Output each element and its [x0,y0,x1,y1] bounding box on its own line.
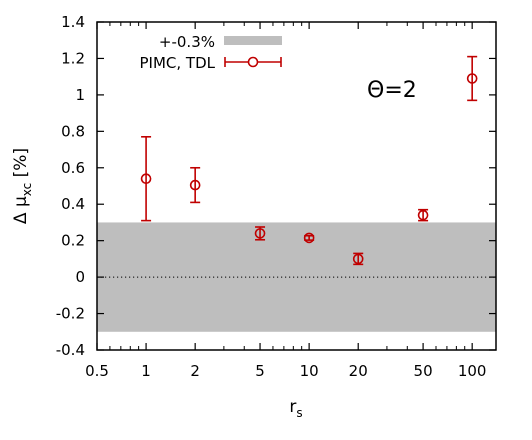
tolerance-band [97,222,496,332]
data-point [352,252,364,266]
marker-circle [417,209,429,221]
data-point [466,55,478,102]
x-tick-label: 20 [349,362,368,380]
x-tick-label: 50 [414,362,433,380]
marker-circle [303,232,315,244]
y-tick-label: 0.4 [61,195,85,213]
y-axis-label: Δ μxc [%] [11,148,34,224]
y-tick-label: 0.2 [61,232,85,250]
data-point [303,232,315,244]
y-tick-label: 1.2 [61,49,85,67]
theta-annotation: Θ=2 [367,78,417,103]
y-tick-label: 0.6 [61,159,85,177]
y-tick-label: 0.8 [61,122,85,140]
marker-circle [254,228,266,239]
legend-label-series: PIMC, TDL [140,54,216,72]
data-point [254,226,266,241]
y-tick-label: -0.2 [56,305,85,323]
x-tick-label: 100 [458,362,487,380]
y-tick-label: 0 [75,268,85,286]
legend-label-band: +-0.3% [159,33,215,51]
x-tick-label: 2 [190,362,200,380]
x-axis-label: rs [289,397,302,420]
data-point [417,208,429,222]
x-tick-label: 10 [300,362,319,380]
plot-frame [96,21,497,351]
legend-swatch-band [224,36,282,45]
x-tick-label: 5 [255,362,265,380]
y-tick-label: 1.4 [61,13,85,31]
data-point [140,136,152,222]
x-tick-label: 0.5 [85,362,109,380]
y-tick-label: 1 [75,86,85,104]
y-tick-label: -0.4 [56,341,85,359]
marker-circle [466,73,478,84]
marker-circle [189,179,201,191]
marker-circle [352,253,364,265]
data-point [189,166,201,204]
x-tick-label: 1 [141,362,151,380]
legend-series-marker [247,56,259,68]
marker-circle [140,173,152,185]
